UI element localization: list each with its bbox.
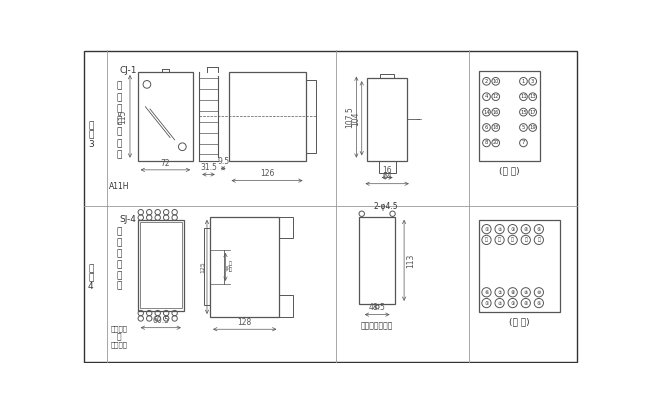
Text: 60.5: 60.5 [152,316,169,326]
Text: 3: 3 [531,79,534,84]
Text: 后: 后 [117,128,122,137]
Text: 14: 14 [483,110,490,115]
Text: ④: ④ [524,301,528,306]
Text: ⑤: ⑤ [537,301,541,306]
Text: ⑤: ⑤ [537,226,541,232]
Text: ⑦: ⑦ [497,290,502,295]
Text: ⑨: ⑨ [524,290,528,295]
Text: 9.5: 9.5 [217,157,229,166]
Bar [210,217,279,317]
Text: 附: 附 [88,264,94,273]
Bar [279,295,293,317]
Text: ③: ③ [510,226,515,232]
Text: ⑩: ⑩ [537,290,541,295]
Text: 密
封: 密 封 [228,262,232,272]
Text: 接: 接 [117,271,122,280]
Text: ④: ④ [524,226,528,232]
Text: 6: 6 [485,125,488,130]
Text: ⑳: ⑳ [537,237,541,242]
Text: 式: 式 [117,249,122,258]
Text: 48.5: 48.5 [369,303,386,312]
Text: CJ-1: CJ-1 [119,66,137,75]
Text: 凸: 凸 [117,228,122,237]
Bar [137,220,184,311]
Text: 16: 16 [493,110,499,115]
Text: ②: ② [497,301,502,306]
Text: 螺钉安装: 螺钉安装 [111,341,128,348]
Text: 式: 式 [117,104,122,113]
Bar [479,220,560,312]
Bar [279,217,293,238]
Text: 卡轨安装: 卡轨安装 [111,325,128,332]
Bar [140,222,182,308]
Text: 31.5: 31.5 [200,163,217,172]
Text: 72: 72 [161,159,170,168]
Text: 1: 1 [522,79,525,84]
Text: 2: 2 [485,79,488,84]
Text: A11H: A11H [109,182,130,191]
Text: ⑯: ⑯ [485,237,488,242]
Bar [204,228,210,305]
Text: 10: 10 [493,79,499,84]
Text: ⑱: ⑱ [511,237,514,242]
Text: 出: 出 [117,239,122,248]
Text: 凸: 凸 [117,82,122,91]
Text: 12: 12 [493,94,499,99]
Text: 线: 线 [117,282,122,290]
Text: SJ-4: SJ-4 [119,215,136,224]
Text: 7: 7 [522,140,525,145]
Text: 或: 或 [117,333,121,341]
Text: 11: 11 [520,94,527,99]
Text: 115: 115 [119,109,128,124]
Text: 5: 5 [522,125,525,130]
Text: 19: 19 [530,125,536,130]
Text: 18: 18 [493,125,499,130]
Text: 128: 128 [237,318,252,327]
Bar [359,217,395,304]
Text: 附: 附 [88,122,94,131]
Text: 图: 图 [88,131,94,140]
Text: 3: 3 [88,140,94,149]
Text: 螺钉安装开孔图: 螺钉安装开孔图 [361,321,393,330]
Text: 20: 20 [493,140,499,145]
Text: (背 视): (背 视) [499,166,520,175]
Text: 16: 16 [382,166,392,175]
Bar [379,161,395,173]
Text: 前: 前 [117,260,122,269]
Text: 4: 4 [88,282,94,291]
Text: ⑥: ⑥ [484,290,489,295]
Text: 126: 126 [260,169,274,178]
Text: ①: ① [484,301,489,306]
Text: 17: 17 [530,110,536,115]
Text: ⑧: ⑧ [510,290,515,295]
Text: (正 视): (正 视) [508,317,529,326]
Text: 图: 图 [88,273,94,282]
Text: 2-φ4.5: 2-φ4.5 [373,202,398,211]
Text: 8: 8 [485,140,488,145]
Text: 板: 板 [117,116,122,125]
Bar [479,71,541,162]
Text: ②: ② [497,226,502,232]
Text: 35: 35 [227,263,232,271]
Bar [380,73,394,78]
Text: 出: 出 [117,93,122,102]
Text: 64: 64 [382,173,392,182]
Text: 104: 104 [352,111,360,126]
Text: 107.5: 107.5 [345,106,354,128]
Text: 4: 4 [485,94,488,99]
Text: 线: 线 [117,151,122,160]
Text: ③: ③ [510,301,515,306]
Bar [228,72,306,161]
Bar [367,78,407,161]
Text: ⑰: ⑰ [498,237,501,242]
Bar [137,72,193,161]
Text: 13: 13 [530,94,536,99]
Text: ⑲: ⑲ [524,237,527,242]
Text: 15: 15 [520,110,527,115]
Text: 125: 125 [201,261,206,273]
Text: ①: ① [484,226,489,232]
Text: 接: 接 [117,139,122,148]
Bar [306,80,316,153]
Text: 113: 113 [406,253,415,268]
